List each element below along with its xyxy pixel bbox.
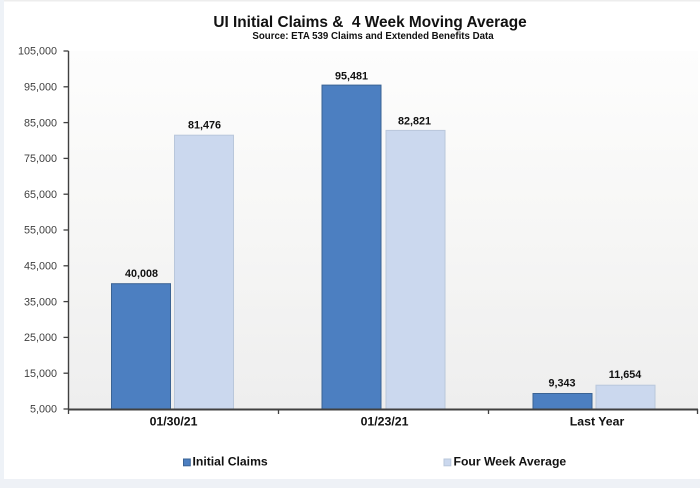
svg-text:65,000: 65,000 [24, 189, 57, 201]
svg-text:5,000: 5,000 [30, 404, 57, 416]
svg-text:40,008: 40,008 [125, 268, 158, 280]
svg-text:95,481: 95,481 [335, 71, 368, 83]
svg-text:01/23/21: 01/23/21 [361, 415, 409, 429]
svg-text:95,000: 95,000 [24, 82, 57, 94]
svg-text:85,000: 85,000 [24, 117, 57, 129]
svg-text:81,476: 81,476 [188, 120, 221, 132]
svg-text:35,000: 35,000 [24, 296, 57, 308]
svg-text:82,821: 82,821 [398, 116, 431, 128]
svg-text:Source: ETA 539 Claims and Ext: Source: ETA 539 Claims and Extended Bene… [252, 31, 494, 42]
svg-text:9,343: 9,343 [548, 378, 575, 390]
svg-text:UI Initial Claims & 4 Week Mo: UI Initial Claims & 4 Week Moving Averag… [213, 14, 527, 31]
svg-text:55,000: 55,000 [24, 225, 57, 237]
svg-text:Last Year: Last Year [570, 415, 625, 429]
svg-text:15,000: 15,000 [24, 368, 57, 380]
svg-text:45,000: 45,000 [24, 261, 57, 273]
svg-text:Initial Claims: Initial Claims [193, 454, 268, 468]
svg-text:11,654: 11,654 [609, 369, 641, 381]
svg-text:75,000: 75,000 [24, 153, 57, 165]
svg-text:105,000: 105,000 [18, 46, 57, 58]
svg-text:Four Week Average: Four Week Average [454, 454, 567, 468]
svg-text:01/30/21: 01/30/21 [150, 415, 198, 429]
svg-text:25,000: 25,000 [24, 332, 57, 344]
